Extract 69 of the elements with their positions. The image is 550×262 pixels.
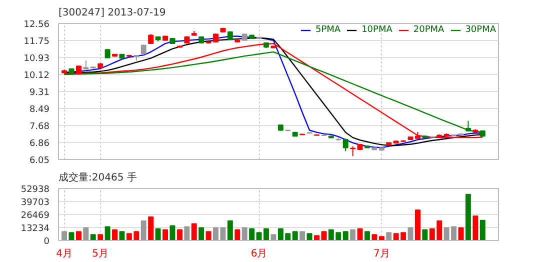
- y-tick-label: 0: [44, 237, 50, 247]
- bar: [357, 228, 363, 240]
- bar: [422, 229, 428, 240]
- bar: [162, 229, 168, 240]
- bar: [90, 234, 96, 240]
- bar: [480, 220, 486, 240]
- legend-label: 10PMA: [362, 25, 392, 35]
- legend-label: 20PMA: [413, 25, 444, 35]
- x-tick-label: 4月: [56, 248, 72, 260]
- y-tick-label: 52938: [20, 185, 50, 195]
- y-tick-label: 12.56: [24, 20, 50, 30]
- legend-label: 5PMA: [315, 25, 341, 35]
- y-tick-label: 39703: [20, 198, 50, 208]
- bar: [140, 220, 146, 240]
- x-tick-label: 5月: [92, 248, 109, 260]
- bar: [270, 234, 276, 240]
- y-tick-label: 8.49: [29, 105, 50, 116]
- bar: [184, 226, 190, 240]
- bar: [62, 231, 68, 240]
- x-tick-label: 7月: [373, 248, 390, 260]
- bar: [378, 236, 384, 240]
- bar: [191, 223, 197, 240]
- bar: [242, 227, 248, 240]
- bar: [155, 228, 161, 240]
- bar: [198, 227, 204, 240]
- y-tick-label: 11.75: [24, 36, 50, 47]
- bar: [234, 229, 240, 240]
- y-tick-label: 7.68: [29, 122, 50, 132]
- bar: [364, 231, 370, 240]
- bar: [342, 231, 348, 240]
- x-tick-label: 6月: [250, 248, 268, 260]
- candlestick: [140, 44, 146, 56]
- bar: [68, 232, 74, 240]
- bar: [119, 231, 125, 240]
- bar: [414, 210, 420, 240]
- bar: [98, 234, 104, 240]
- bar: [386, 232, 392, 240]
- bar: [206, 231, 212, 240]
- bar: [372, 234, 378, 240]
- y-tick-label: 9.31: [29, 88, 50, 98]
- chart-title: [300247] 2013-07-19: [58, 8, 166, 18]
- bar: [465, 194, 471, 240]
- candlestick: [148, 34, 154, 44]
- legend-label: 30PMA: [465, 25, 496, 35]
- bar: [76, 231, 82, 240]
- bar: [176, 229, 182, 240]
- y-tick-label: 26469: [20, 211, 50, 221]
- bar: [472, 215, 478, 240]
- bar: [350, 229, 356, 240]
- bar: [227, 220, 233, 240]
- y-tick-label: 6.86: [29, 139, 50, 150]
- y-tick-label: 6.05: [29, 156, 50, 166]
- bar: [408, 227, 414, 240]
- bar: [170, 225, 176, 240]
- bar: [83, 227, 89, 240]
- bar: [148, 216, 154, 240]
- candlestick: [342, 138, 348, 152]
- bar: [104, 226, 110, 240]
- bar: [306, 233, 312, 240]
- chart-title: 成交量:20465 手: [58, 172, 137, 184]
- y-tick-label: 10.12: [24, 70, 50, 81]
- bar: [458, 227, 464, 240]
- bar: [249, 228, 255, 240]
- bar: [292, 231, 298, 240]
- bar: [112, 229, 118, 240]
- y-tick-label: 10.93: [24, 54, 50, 64]
- y-tick-label: 13234: [20, 224, 50, 234]
- bar: [300, 231, 306, 240]
- candlestick: [350, 146, 356, 157]
